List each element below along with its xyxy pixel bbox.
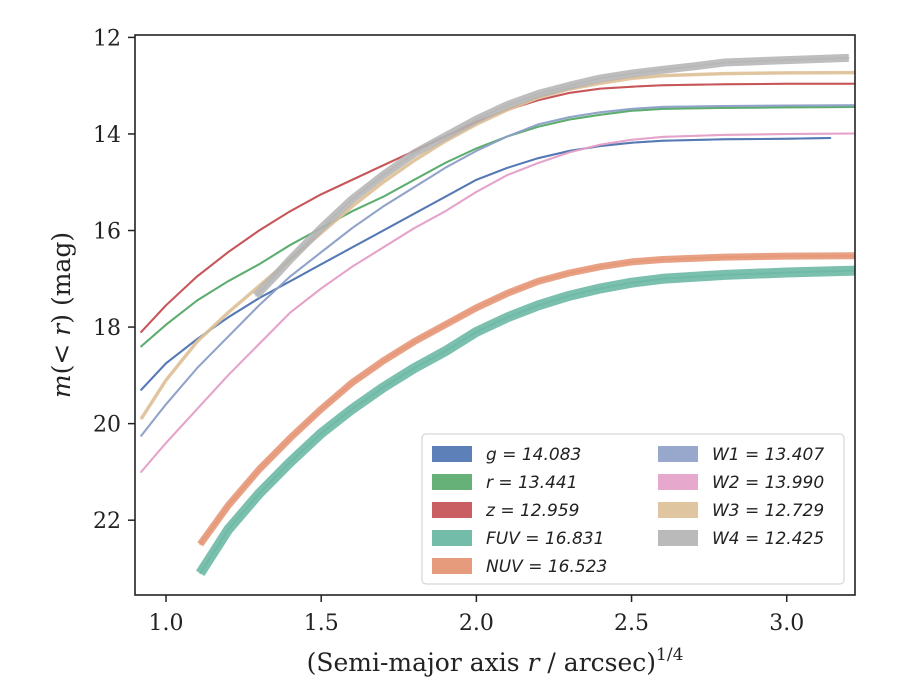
x-axis-title-var: r — [528, 648, 542, 677]
series-line-w2 — [140, 132, 855, 473]
legend-swatch-w1 — [658, 446, 698, 462]
series-layer — [139, 53, 855, 576]
y-tick-label: 22 — [93, 509, 121, 534]
x-axis-title-main: (Semi-major axis — [307, 648, 528, 677]
series-main-w2 — [140, 132, 855, 473]
series-line-r — [140, 106, 855, 348]
series-main-g — [140, 137, 832, 391]
legend-label-w4: W4 = 12.425 — [712, 529, 824, 549]
y-tick-label: 14 — [93, 123, 121, 148]
legend-swatch-g — [432, 446, 472, 462]
y-axis-title-r: r — [47, 322, 76, 336]
legend-label-r: r = 13.441 — [486, 473, 578, 493]
series-band-fuv — [195, 265, 855, 576]
legend-label-w2: W2 = 13.990 — [712, 473, 824, 493]
x-tick-label: 1.0 — [149, 611, 184, 636]
legend-swatch-w2 — [658, 474, 698, 490]
legend-label-g: g = 14.083 — [486, 445, 581, 465]
legend-label-nuv: NUV = 16.523 — [486, 557, 607, 577]
series-band-nuv — [197, 252, 855, 547]
series-band-w3 — [139, 70, 855, 420]
legend: g = 14.083 r = 13.441 z = 12.959 FUV = 16.8… — [421, 433, 845, 585]
x-tick-label: 2.5 — [614, 611, 649, 636]
series-line-w3 — [140, 71, 855, 420]
x-axis-title-unit: / arcsec) — [539, 648, 656, 677]
plot-frame — [134, 34, 856, 596]
legend-swatch-w4 — [658, 530, 698, 546]
x-axis-title: (Semi-major axis r / arcsec)1/4 — [307, 645, 684, 677]
x-tick-label: 2.0 — [459, 611, 494, 636]
y-tick-label: 18 — [93, 316, 121, 341]
legend-label-fuv: FUV = 16.831 — [486, 529, 604, 549]
y-tick-label: 20 — [93, 413, 121, 438]
legend-swatch-z — [432, 502, 472, 518]
legend-box — [421, 433, 845, 585]
axes-layer: 1.0 1.5 2.0 2.5 3.0 12 14 16 18 20 22 — [93, 26, 804, 636]
legend-items: g = 14.083 r = 13.441 z = 12.959 FUV = 16.8… — [432, 445, 824, 577]
series-main-r — [140, 106, 855, 348]
y-axis-title-close: ) (mag) — [47, 232, 76, 324]
legend-label-w1: W1 = 13.407 — [712, 445, 824, 465]
y-axis-title-m: m — [47, 374, 76, 398]
y-tick-label: 16 — [93, 220, 121, 245]
legend-swatch-fuv — [432, 530, 472, 546]
y-tick-label: 12 — [93, 26, 121, 51]
y-axis-title: m(< r) (mag) — [47, 232, 76, 398]
legend-label-z: z = 12.959 — [485, 501, 579, 521]
series-band-w4 — [253, 53, 849, 299]
x-tick-label: 3.0 — [769, 611, 804, 636]
legend-label-w3: W3 = 12.729 — [712, 501, 824, 521]
y-axis-title-open: (< — [47, 336, 76, 375]
series-main-w1 — [140, 104, 855, 437]
x-axis-title-exp: 1/4 — [656, 645, 683, 665]
legend-swatch-nuv — [432, 558, 472, 574]
legend-swatch-w3 — [658, 502, 698, 518]
legend-swatch-r — [432, 474, 472, 490]
x-tick-label: 1.5 — [304, 611, 339, 636]
